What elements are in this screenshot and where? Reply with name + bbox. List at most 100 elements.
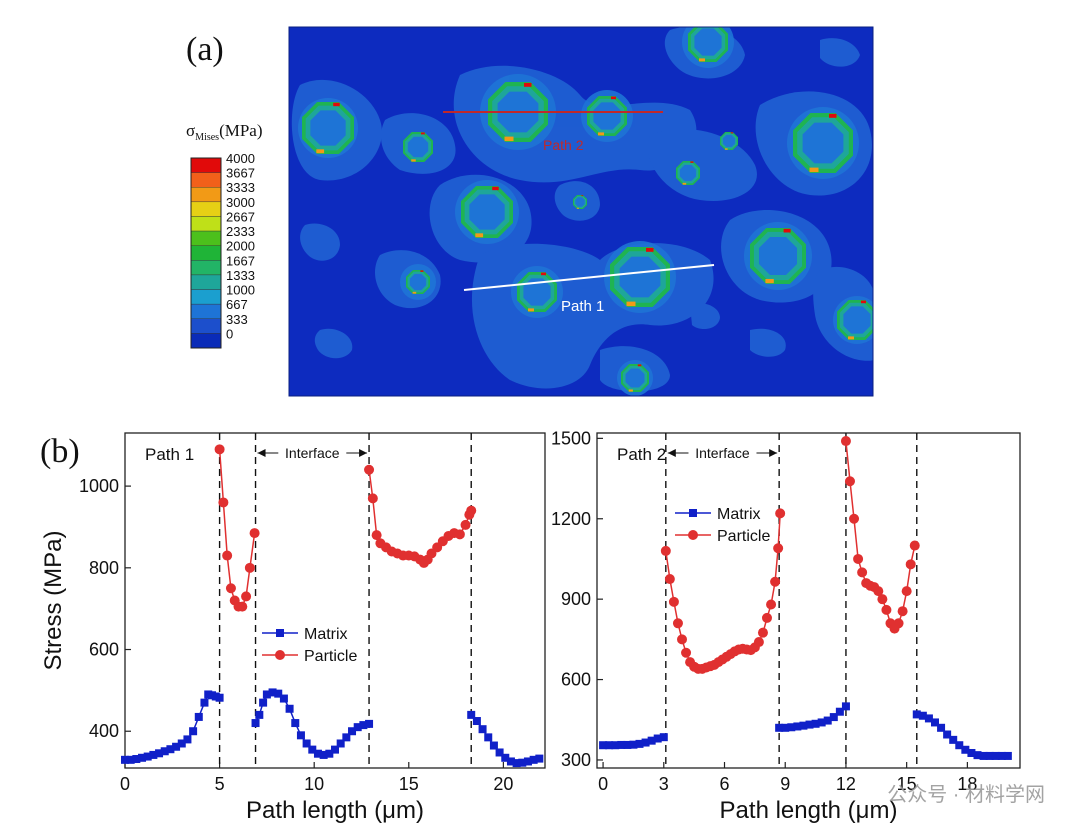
stress-contour-map: Path 2 Path 1 bbox=[289, 27, 873, 396]
particle-data-point bbox=[844, 476, 855, 487]
matrix-data-point bbox=[512, 759, 521, 768]
particle-data-point bbox=[664, 574, 675, 585]
matrix-data-point bbox=[331, 745, 339, 754]
particle-hotspot bbox=[626, 301, 636, 307]
matrix-data-point bbox=[1003, 751, 1012, 760]
particle-hotspot bbox=[316, 149, 325, 154]
matrix-data-point bbox=[924, 714, 933, 723]
matrix-data-point bbox=[166, 745, 175, 754]
legend-title: σMises(MPa) bbox=[186, 121, 263, 143]
particle-data-point bbox=[241, 591, 252, 602]
legend-entry-label: Matrix bbox=[304, 626, 348, 643]
matrix-data-point bbox=[336, 739, 345, 748]
matrix-data-point bbox=[325, 749, 334, 758]
legend-entry-label: Particle bbox=[304, 648, 357, 665]
particle-hotspot bbox=[541, 272, 546, 276]
legend-swatch bbox=[190, 187, 222, 203]
matrix-data-point bbox=[523, 757, 532, 766]
particle-core bbox=[310, 110, 346, 146]
matrix-data-point bbox=[623, 740, 632, 749]
legend-level-label: 667 bbox=[226, 297, 248, 312]
x-tick-label: 6 bbox=[719, 774, 729, 794]
interface-arrowhead bbox=[667, 449, 676, 457]
particle-data-point bbox=[770, 576, 781, 587]
legend-swatch bbox=[190, 172, 222, 188]
matrix-data-point bbox=[302, 739, 311, 748]
matrix-data-point bbox=[160, 747, 169, 756]
matrix-data-point bbox=[817, 718, 826, 727]
particle-data-point bbox=[849, 513, 860, 524]
particle-core bbox=[407, 136, 429, 158]
matrix-data-point bbox=[132, 755, 141, 764]
legend-swatch bbox=[190, 303, 222, 319]
particle-data-point bbox=[893, 618, 904, 629]
matrix-data-point bbox=[194, 712, 203, 721]
matrix-data-point bbox=[467, 710, 476, 719]
legend-entry-label: Matrix bbox=[717, 506, 761, 523]
x-tick-label: 15 bbox=[399, 774, 419, 794]
matrix-data-point bbox=[997, 751, 1006, 760]
particle-hotspot bbox=[628, 389, 633, 392]
legend-swatch bbox=[190, 157, 222, 173]
particle-core bbox=[843, 306, 871, 334]
matrix-data-point bbox=[961, 745, 970, 754]
matrix-data-point bbox=[215, 693, 224, 702]
particle-hotspot bbox=[492, 186, 499, 191]
particle-data-point bbox=[909, 540, 920, 551]
particle-core bbox=[679, 164, 697, 182]
particle-core bbox=[619, 256, 661, 298]
legend-title-symbol: σ bbox=[186, 121, 195, 140]
particle-hotspot bbox=[333, 102, 340, 107]
matrix-data-point bbox=[829, 713, 838, 722]
matrix-data-point bbox=[365, 719, 374, 728]
matrix-data-point bbox=[605, 741, 614, 750]
legend-marker bbox=[689, 509, 697, 517]
matrix-data-point bbox=[143, 752, 152, 761]
legend-level-label: 4000 bbox=[226, 151, 255, 166]
particle-data-point bbox=[466, 505, 477, 516]
matrix-data-point bbox=[291, 719, 300, 728]
matrix-data-point bbox=[359, 721, 368, 730]
x-tick-label: 0 bbox=[598, 774, 608, 794]
particle-hotspot bbox=[420, 270, 424, 272]
particle-core bbox=[409, 273, 427, 291]
matrix-data-point bbox=[937, 723, 946, 732]
matrix-data-point bbox=[172, 742, 181, 751]
matrix-data-point bbox=[348, 727, 357, 736]
legend-swatch bbox=[190, 318, 222, 334]
particle-hotspot bbox=[730, 132, 734, 134]
particle-data-point bbox=[222, 550, 233, 561]
particle-hotspot bbox=[637, 364, 642, 367]
matrix-data-point bbox=[296, 731, 305, 740]
particle-data-point bbox=[853, 553, 864, 564]
path-2-label: Path 2 bbox=[543, 137, 584, 153]
matrix-data-point bbox=[653, 734, 662, 743]
matrix-data-point bbox=[200, 698, 209, 707]
matrix-data-point bbox=[126, 755, 135, 764]
matrix-data-point bbox=[268, 688, 277, 697]
particle-hotspot bbox=[809, 167, 819, 173]
path-1-line bbox=[463, 264, 715, 291]
matrix-data-point bbox=[811, 719, 820, 728]
particle-hotspot bbox=[699, 58, 705, 62]
y-tick-label: 400 bbox=[89, 721, 119, 741]
matrix-data-point bbox=[262, 690, 271, 699]
matrix-data-point bbox=[313, 749, 322, 758]
matrix-data-point bbox=[912, 710, 921, 719]
path-1-plot: 0 5 10 15 20 400 600 800 1000 Interface Path 1 Matr… bbox=[40, 432, 546, 824]
x-tick-label: 3 bbox=[659, 774, 669, 794]
matrix-data-point bbox=[781, 723, 790, 732]
matrix-data-point bbox=[484, 733, 493, 742]
particle-hotspot bbox=[646, 247, 654, 252]
matrix-data-point bbox=[353, 723, 362, 732]
particle-data-point bbox=[773, 543, 784, 554]
matrix-data-point bbox=[319, 750, 328, 759]
plot-frame bbox=[124, 432, 546, 769]
matrix-data-point bbox=[635, 739, 644, 748]
matrix-data-point bbox=[189, 727, 198, 736]
map-frame bbox=[288, 26, 874, 397]
particle-data-point bbox=[753, 637, 764, 648]
matrix-data-point bbox=[535, 754, 544, 763]
x-tick-label: 20 bbox=[493, 774, 513, 794]
particle-hotspot bbox=[724, 148, 728, 150]
